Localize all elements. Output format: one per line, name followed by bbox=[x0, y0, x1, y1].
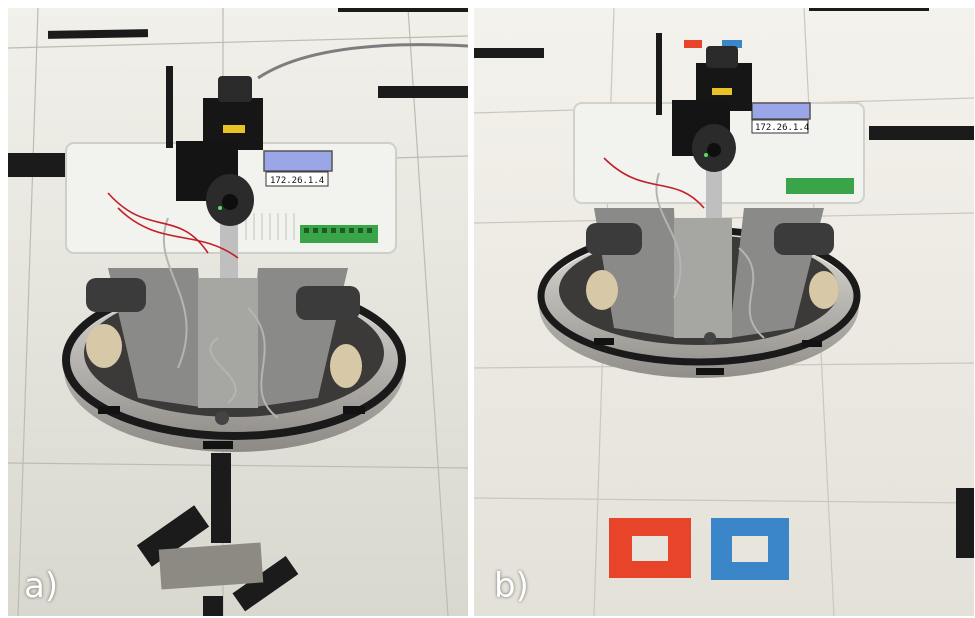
right-motor bbox=[774, 223, 834, 255]
vent-slots bbox=[245, 213, 295, 240]
floor-tape bbox=[8, 8, 468, 616]
scanner-head bbox=[218, 76, 252, 102]
camera-lens bbox=[707, 143, 721, 157]
antenna bbox=[656, 33, 662, 115]
blue-square-marker bbox=[711, 518, 789, 580]
center-plate bbox=[674, 218, 732, 338]
photo-panel-b: 172.26.1.4 bbox=[474, 8, 974, 616]
camera-mast bbox=[706, 163, 722, 228]
left-wheel bbox=[86, 324, 122, 368]
panel-label-b: b) bbox=[494, 566, 529, 606]
red-cables bbox=[107, 192, 239, 259]
robot-photo-a: 172.26.1.4 bbox=[8, 8, 468, 616]
terminal-block bbox=[300, 225, 378, 243]
camera-led bbox=[704, 153, 708, 157]
ip-label bbox=[751, 119, 809, 134]
ip-label-text: 172.26.1.4 bbox=[270, 176, 324, 186]
right-motor bbox=[296, 286, 360, 320]
camera-lens bbox=[222, 194, 238, 210]
red-square-marker bbox=[609, 518, 691, 578]
center-connector bbox=[704, 332, 716, 344]
terminal-screws bbox=[304, 228, 372, 233]
robot-photo-b: 172.26.1.4 bbox=[474, 8, 974, 616]
gray-cables bbox=[162, 217, 279, 419]
right-wheel bbox=[809, 271, 839, 309]
ip-label bbox=[265, 171, 329, 187]
base-slots bbox=[98, 406, 365, 449]
camera-led bbox=[218, 206, 222, 210]
floor-tape bbox=[474, 8, 974, 558]
left-wheel bbox=[586, 270, 618, 310]
red-cables bbox=[603, 157, 705, 209]
left-motor bbox=[86, 278, 146, 312]
ip-label-text: 172.26.1.4 bbox=[755, 123, 809, 133]
right-wheel bbox=[330, 344, 362, 388]
antenna bbox=[166, 66, 173, 148]
lcd-display bbox=[263, 150, 333, 172]
photo-panel-a: 172.26.1.4 bbox=[8, 8, 468, 616]
panel-label-a: a) bbox=[24, 566, 59, 606]
lcd-display bbox=[751, 102, 811, 120]
scanner-sticker bbox=[223, 125, 245, 133]
scanner-sticker bbox=[712, 88, 732, 95]
gray-cables bbox=[655, 172, 765, 339]
far-blue-marker bbox=[722, 40, 742, 48]
scanner-head bbox=[706, 46, 738, 68]
base-slots bbox=[594, 338, 822, 375]
center-plate bbox=[198, 278, 258, 408]
center-connector bbox=[215, 411, 229, 425]
terminal-block bbox=[786, 178, 854, 194]
far-red-marker bbox=[684, 40, 702, 48]
power-cable bbox=[257, 43, 468, 80]
floor-patch bbox=[158, 542, 264, 590]
left-motor bbox=[586, 223, 642, 255]
camera-mast bbox=[220, 208, 238, 283]
